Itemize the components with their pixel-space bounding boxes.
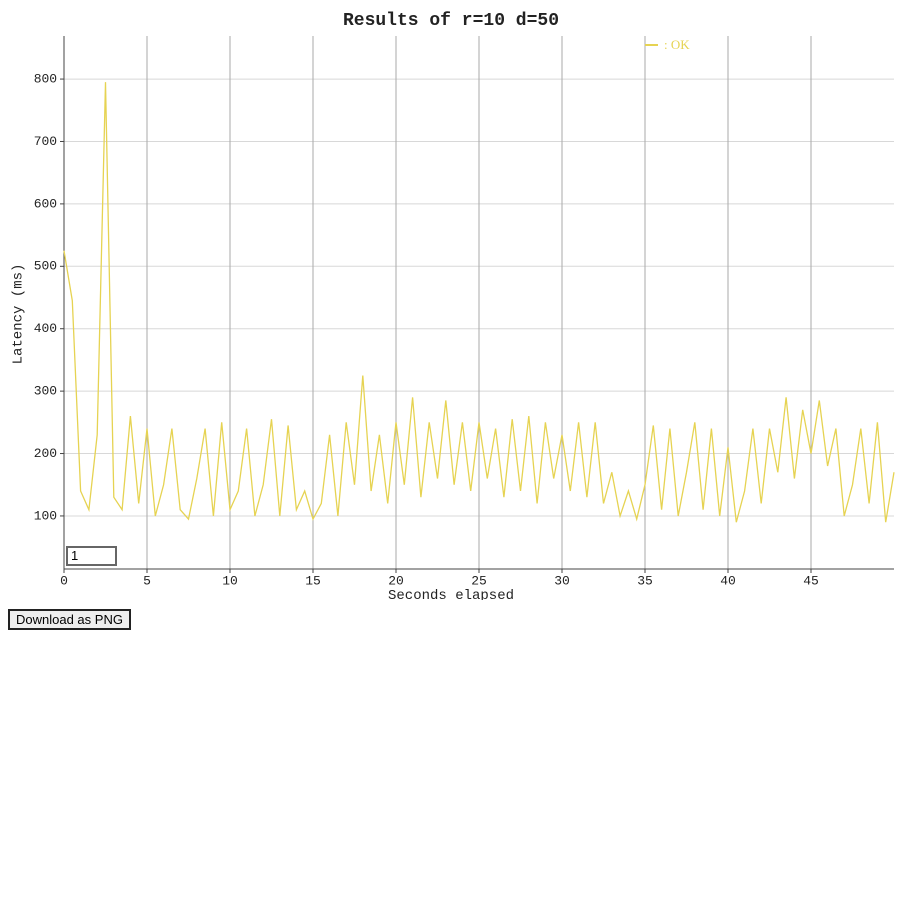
- y-tick-label: 500: [34, 259, 57, 274]
- legend-label: : OK: [664, 37, 690, 52]
- y-tick-label: 100: [34, 508, 57, 523]
- chart: Results of r=10 d=50 Seconds elapsed Lat…: [11, 11, 895, 600]
- x-tick-label: 45: [803, 573, 819, 588]
- x-tick-label: 10: [222, 573, 238, 588]
- x-tick-label: 40: [720, 573, 736, 588]
- chart-title: Results of r=10 d=50: [343, 11, 559, 31]
- y-tick-label: 700: [34, 134, 57, 149]
- roll-period-input[interactable]: 1: [66, 546, 117, 566]
- x-tick-label: 0: [60, 573, 68, 588]
- x-tick-label: 25: [471, 573, 487, 588]
- x-axis-label: Seconds elapsed: [388, 588, 514, 600]
- download-button[interactable]: Download as PNG: [8, 609, 131, 630]
- x-tick-label: 15: [305, 573, 321, 588]
- data-line: [63, 82, 895, 523]
- y-tick-label: 400: [34, 321, 57, 336]
- x-tick-label: 30: [554, 573, 570, 588]
- y-axis-label: Latency (ms): [11, 264, 27, 365]
- y-tick-label: 300: [34, 384, 57, 399]
- y-tick-label: 800: [34, 72, 57, 87]
- y-tick-label: 200: [34, 446, 57, 461]
- x-tick-label: 5: [143, 573, 151, 588]
- y-tick-label: 600: [34, 196, 57, 211]
- x-tick-label: 35: [637, 573, 653, 588]
- x-tick-label: 20: [388, 573, 404, 588]
